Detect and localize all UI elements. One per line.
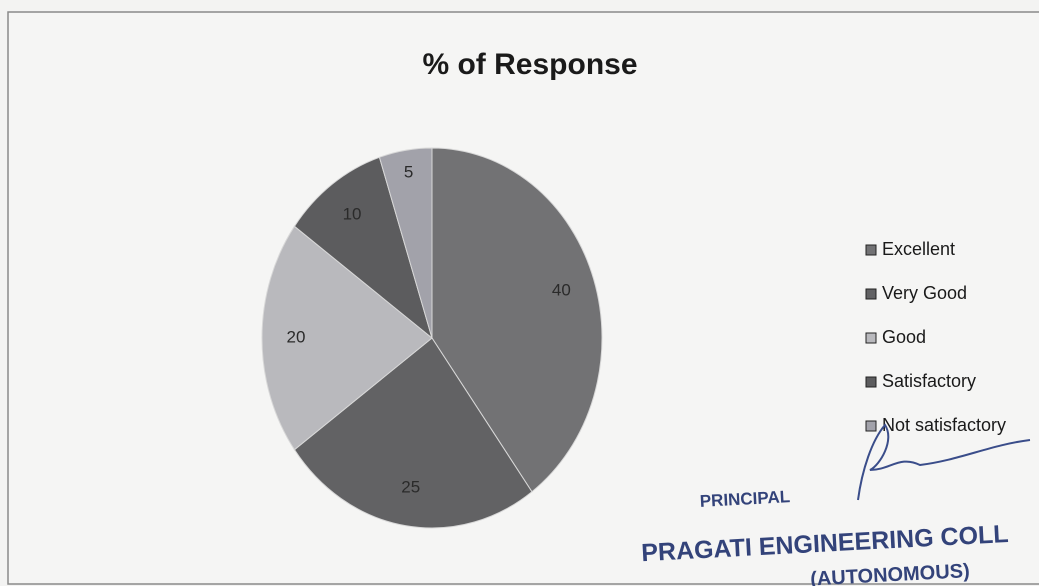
data-label: 20: [287, 327, 306, 346]
legend-swatch: [865, 288, 877, 300]
stamp-text: PRINCIPAL: [699, 487, 790, 511]
pie-slice: [378, 147, 433, 339]
legend-label: Very Good: [882, 283, 967, 303]
legend-label: Excellent: [882, 239, 955, 259]
legend-label: Not satisfactory: [882, 415, 1006, 435]
legend-swatch: [865, 420, 877, 432]
chart-title: % of Response: [422, 48, 637, 81]
pie-slice: [293, 337, 533, 529]
data-label: 5: [404, 162, 413, 181]
signature: [857, 423, 1031, 501]
data-label: 25: [401, 478, 420, 497]
legend-label: Satisfactory: [882, 371, 976, 391]
pie-slice: [261, 225, 433, 451]
pie-slice: [431, 147, 603, 493]
legend-swatch: [865, 244, 877, 256]
data-label: 10: [343, 205, 362, 224]
legend-label: Good: [882, 327, 926, 347]
pie-slice: [293, 156, 433, 340]
legend: Excellent Very Good Good Satisfactory Not sa…: [865, 239, 1006, 435]
legend-swatch: [865, 376, 877, 388]
data-label: 40: [552, 281, 571, 300]
pie: 40 25 20 10 5: [261, 147, 603, 529]
legend-swatch: [865, 332, 877, 344]
